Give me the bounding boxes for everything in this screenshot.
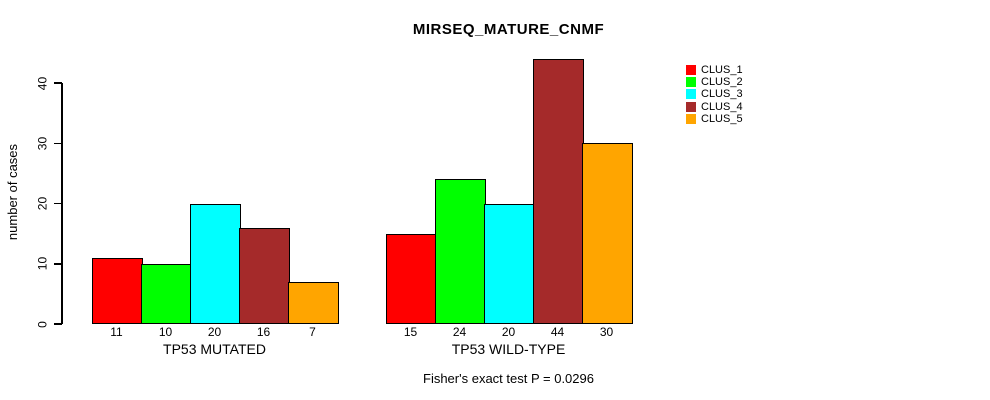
legend-swatch-icon: [686, 77, 696, 88]
legend-item: CLUS_1: [686, 64, 743, 76]
annotation-text: Fisher's exact test P = 0.0296: [423, 371, 594, 386]
legend-swatch-icon: [686, 65, 696, 76]
bar-clus_3-2: [484, 203, 535, 324]
y-tick-label: 40: [35, 76, 50, 90]
bar-value-label: 30: [599, 325, 614, 339]
bar-clus_4-2: [533, 58, 584, 324]
y-tick-label: 10: [35, 257, 50, 271]
legend-item: CLUS_5: [686, 113, 743, 125]
bar-clus_3-1: [190, 203, 241, 324]
bar-value-label: 7: [309, 325, 316, 339]
legend-item: CLUS_2: [686, 76, 743, 88]
bar-value-label: 11: [110, 325, 123, 339]
bar-clus_2-2: [435, 179, 486, 324]
y-tick-label: 30: [35, 136, 50, 150]
y-tick-mark: [54, 263, 62, 265]
bar-value-label: 15: [403, 325, 418, 339]
y-tick-label: 20: [35, 196, 50, 211]
legend-swatch-icon: [686, 89, 696, 100]
bar-value-label: 44: [550, 325, 565, 339]
bar-value-label: 20: [207, 325, 222, 339]
bar-value-label: 20: [501, 325, 516, 339]
y-tick-mark: [54, 142, 62, 144]
bar-clus_5-1: [288, 281, 339, 324]
bar-value-label: 24: [452, 325, 467, 339]
legend-label: CLUS_1: [701, 64, 743, 77]
y-tick-mark: [54, 82, 62, 84]
legend-item: CLUS_3: [686, 88, 743, 100]
legend-label: CLUS_5: [701, 112, 743, 125]
bar-clus_4-1: [239, 227, 290, 324]
x-axis-category-label: TP53 MUTATED: [163, 341, 266, 357]
y-tick-mark: [54, 323, 62, 325]
y-tick-mark: [54, 202, 62, 205]
bar-clus_5-2: [582, 143, 633, 324]
legend-label: CLUS_3: [701, 88, 743, 101]
bar-clus_1-2: [386, 233, 437, 324]
legend-swatch-icon: [686, 113, 696, 124]
legend-label: CLUS_2: [701, 76, 743, 89]
chart-title: MIRSEQ_MATURE_CNMF: [412, 21, 605, 38]
bar-clus_2-1: [141, 263, 192, 324]
legend: CLUS_1 CLUS_2 CLUS_3 CLUS_4 CLUS_5: [686, 64, 743, 125]
bar-clus_1-1: [92, 257, 143, 324]
x-axis-category-label: TP53 WILD-TYPE: [451, 341, 566, 357]
y-tick-label: 0: [35, 320, 50, 328]
legend-swatch-icon: [686, 101, 696, 112]
legend-item: CLUS_4: [686, 101, 743, 113]
y-axis-label: number of cases: [5, 143, 20, 241]
bar-value-label: 16: [256, 325, 271, 339]
bar-value-label: 10: [158, 325, 173, 339]
legend-label: CLUS_4: [701, 100, 743, 113]
